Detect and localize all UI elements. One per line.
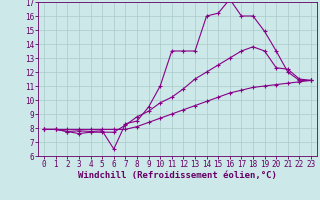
X-axis label: Windchill (Refroidissement éolien,°C): Windchill (Refroidissement éolien,°C) <box>78 171 277 180</box>
